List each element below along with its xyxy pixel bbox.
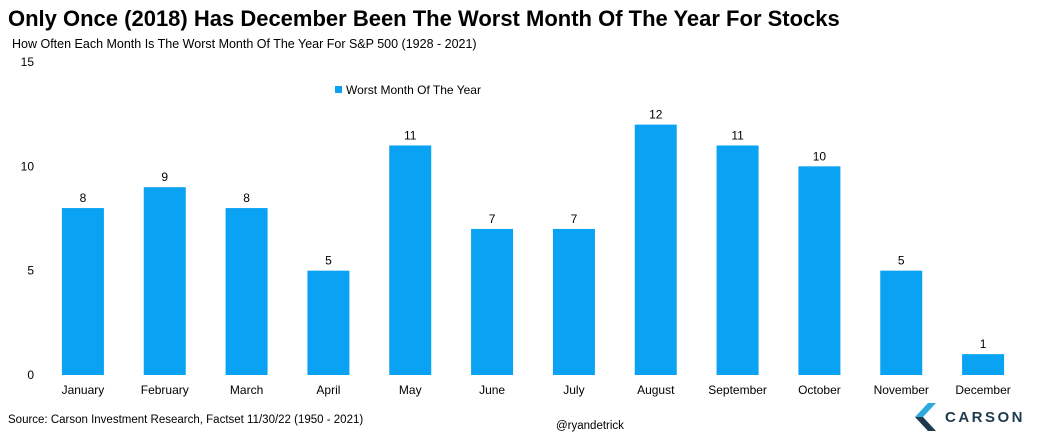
bar-august [634,124,677,375]
x-tick-label: November [874,383,929,397]
data-label: 7 [489,212,496,226]
bar-january [61,208,104,375]
x-tick-label: February [141,383,189,397]
data-label: 7 [571,212,578,226]
x-tick-label: October [798,383,841,397]
x-tick-label: May [399,383,422,397]
bar-december [962,354,1005,375]
x-tick-label: March [230,383,263,397]
x-tick-label: January [62,383,105,397]
data-label: 5 [898,254,905,268]
x-tick-label: July [563,383,584,397]
author-handle: @ryandetrick [556,420,624,432]
source-note: Source: Carson Investment Research, Fact… [8,414,364,426]
bar-march [225,208,268,375]
y-tick-label: 5 [27,264,34,278]
bar-october [798,166,841,375]
x-tick-label: April [316,383,340,397]
y-tick-label: 10 [21,159,35,173]
data-label: 10 [813,149,827,163]
data-label: 1 [980,337,987,351]
data-label: 8 [80,191,87,205]
y-tick-label: 0 [27,368,34,382]
bar-september [716,145,759,375]
data-label: 12 [649,108,663,122]
data-label: 11 [731,128,744,142]
bar-july [552,228,595,375]
x-tick-label: August [637,383,675,397]
data-label: 5 [325,254,332,268]
carson-chevron-icon [915,403,936,431]
y-tick-label: 15 [21,55,35,69]
chart-subtitle: How Often Each Month Is The Worst Month … [12,37,477,51]
legend-swatch [335,86,342,93]
bar-april [307,270,350,375]
data-label: 11 [404,128,417,142]
x-tick-label: June [479,383,505,397]
chart-title: Only Once (2018) Has December Been The W… [8,6,840,31]
data-label: 9 [161,170,168,184]
legend-label: Worst Month Of The Year [346,83,481,97]
bar-may [389,145,432,375]
x-tick-label: December [955,383,1010,397]
bar-june [471,228,514,375]
bar-november [880,270,923,375]
logo-text: CARSON [945,408,1026,426]
bar-february [143,187,186,375]
x-tick-label: September [708,383,767,397]
data-label: 8 [243,191,250,205]
carson-logo: CARSON [915,402,1025,432]
